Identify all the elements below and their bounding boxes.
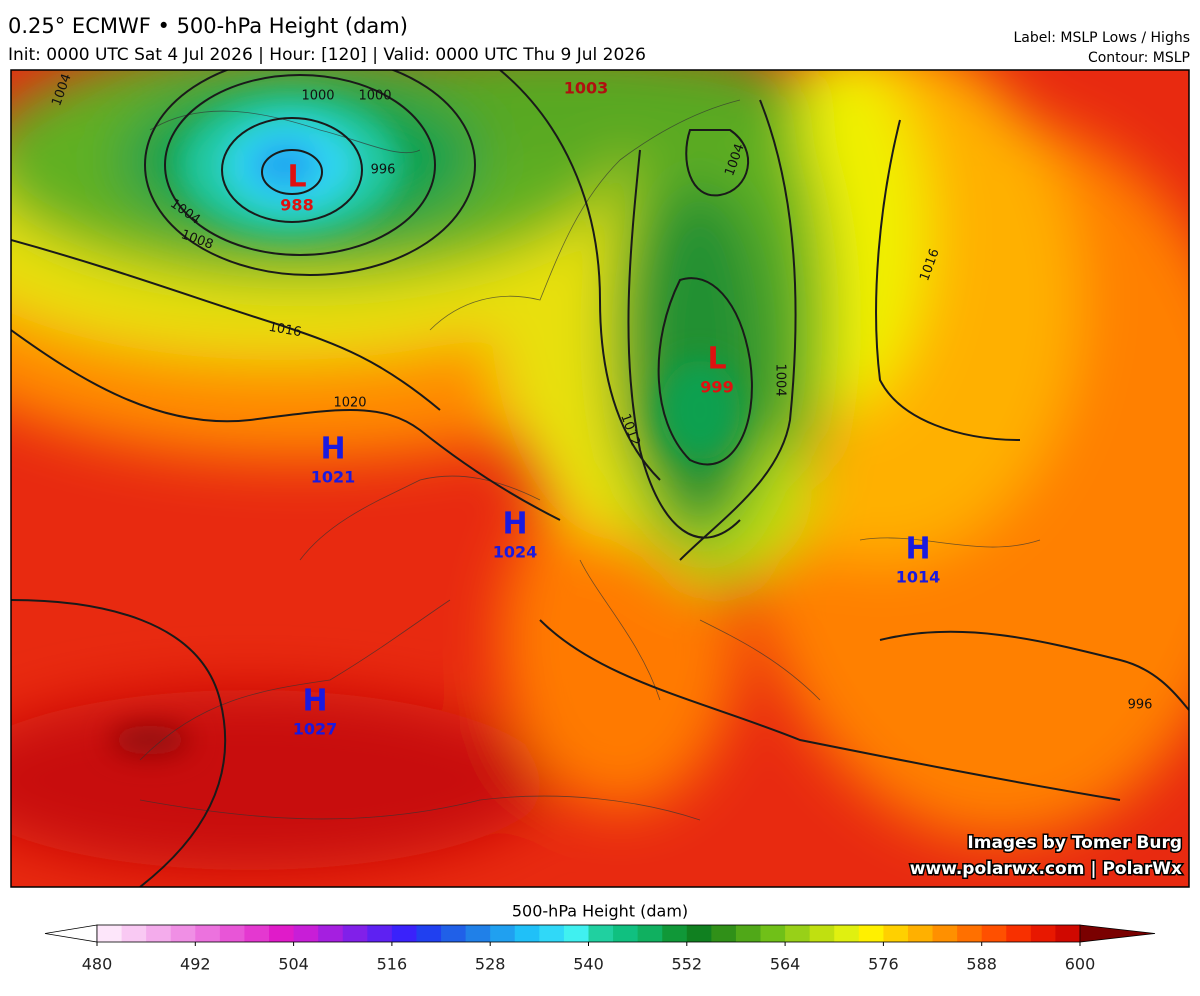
pressure-label: 1003 <box>564 79 609 98</box>
colorbar-swatch <box>121 925 147 942</box>
contour-label: 996 <box>371 163 396 178</box>
colorbar-swatch <box>1055 925 1081 942</box>
colorbar-swatch <box>146 925 172 942</box>
credit-text: www.polarwx.com | PolarWx <box>910 859 1182 879</box>
colorbar-swatch <box>785 925 811 942</box>
colorbar-over <box>1079 924 1156 943</box>
colorbar-swatch <box>711 925 737 942</box>
colorbar-swatch <box>809 925 835 942</box>
pressure-value: 1014 <box>896 568 941 587</box>
colorbar-tick-label: 576 <box>868 955 899 974</box>
colorbar-swatch <box>293 925 319 942</box>
coastlines <box>139 99 1041 821</box>
colorbar-swatch <box>514 925 540 942</box>
colorbar-tick-label: 600 <box>1065 955 1096 974</box>
colorbar-swatch <box>981 925 1007 942</box>
pressure-symbol: H <box>905 532 930 567</box>
pressure-value: 999 <box>700 378 733 397</box>
colorbar-swatch <box>342 925 368 942</box>
colorbar-swatch <box>883 925 909 942</box>
label-note: Label: MSLP Lows / Highs <box>1013 30 1190 46</box>
pressure-value: 1021 <box>311 468 356 487</box>
pressure-symbol: H <box>502 507 527 542</box>
contour-label: 1004 <box>773 363 788 396</box>
colorbar-swatch <box>760 925 786 942</box>
colorbar-swatch <box>735 925 762 942</box>
pressure-value: 988 <box>280 196 313 215</box>
contour-label: 1020 <box>333 396 366 411</box>
pressure-symbol: L <box>287 160 306 195</box>
colorbar-swatch <box>244 925 270 942</box>
colorbar-swatch <box>465 925 491 942</box>
colorbar-tick-label: 492 <box>180 955 211 974</box>
colorbar-swatch <box>957 925 983 942</box>
colorbar-under <box>44 924 98 943</box>
colorbar-swatch <box>588 925 614 942</box>
colorbar-swatch <box>441 925 467 942</box>
colorbar: 480 492 504 516 528 540 552 564 576 588 600 <box>44 924 1156 974</box>
colorbar-swatch <box>367 925 393 942</box>
colorbar-tick-label: 528 <box>475 955 506 974</box>
pressure-symbol: H <box>302 684 327 719</box>
colorbar-swatch <box>637 925 663 942</box>
contour-note: Contour: MSLP <box>1088 50 1190 66</box>
colorbar-swatch <box>170 925 196 942</box>
title: 0.25° ECMWF • 500-hPa Height (dam) <box>8 14 408 38</box>
mslp-contours <box>11 70 1189 887</box>
pressure-symbol: L <box>707 342 726 377</box>
colorbar-swatch <box>834 925 860 942</box>
subtitle: Init: 0000 UTC Sat 4 Jul 2026 | Hour: [1… <box>8 45 646 65</box>
pressure-value: 1027 <box>293 720 338 739</box>
contour-label: 1000 <box>358 89 391 104</box>
colorbar-swatch <box>97 925 123 942</box>
contour-label: 996 <box>1128 698 1153 713</box>
colorbar-swatch <box>269 925 295 942</box>
colorbar-tick-label: 552 <box>672 955 703 974</box>
colorbar-swatch <box>391 925 417 942</box>
colorbar-tick-label: 516 <box>377 955 408 974</box>
colorbar-swatch <box>416 925 442 942</box>
colorbar-swatch <box>563 925 589 942</box>
colorbar-swatch <box>907 925 934 942</box>
colorbar-swatch <box>539 925 565 942</box>
pressure-value: 1024 <box>493 543 538 562</box>
colorbar-swatch <box>662 925 688 942</box>
credits: Images by Tomer Burg www.polarwx.com | Po… <box>908 832 1183 881</box>
colorbar-swatch <box>613 925 639 942</box>
colorbar-tick-label: 504 <box>278 955 309 974</box>
colorbar-swatch <box>195 925 221 942</box>
colorbar-swatch <box>686 925 712 942</box>
colorbar-tick-label: 564 <box>770 955 801 974</box>
pressure-symbol: H <box>320 432 345 467</box>
colorbar-title: 500-hPa Height (dam) <box>512 902 688 921</box>
colorbar-swatch <box>318 925 344 942</box>
colorbar-swatch <box>1030 925 1056 942</box>
colorbar-tick-label: 480 <box>82 955 113 974</box>
map-frame <box>10 69 1190 888</box>
contour-label: 1000 <box>301 89 334 104</box>
colorbar-swatch <box>1006 925 1032 942</box>
colorbar-swatch <box>490 925 516 942</box>
credit-text: Images by Tomer Burg <box>967 833 1182 853</box>
colorbar-tick-label: 588 <box>966 955 997 974</box>
colorbar-swatch <box>858 925 884 942</box>
colorbar-swatch <box>932 925 958 942</box>
contour-label: 1016 <box>267 320 302 341</box>
colorbar-swatch <box>219 925 245 942</box>
colorbar-tick-label: 540 <box>573 955 604 974</box>
